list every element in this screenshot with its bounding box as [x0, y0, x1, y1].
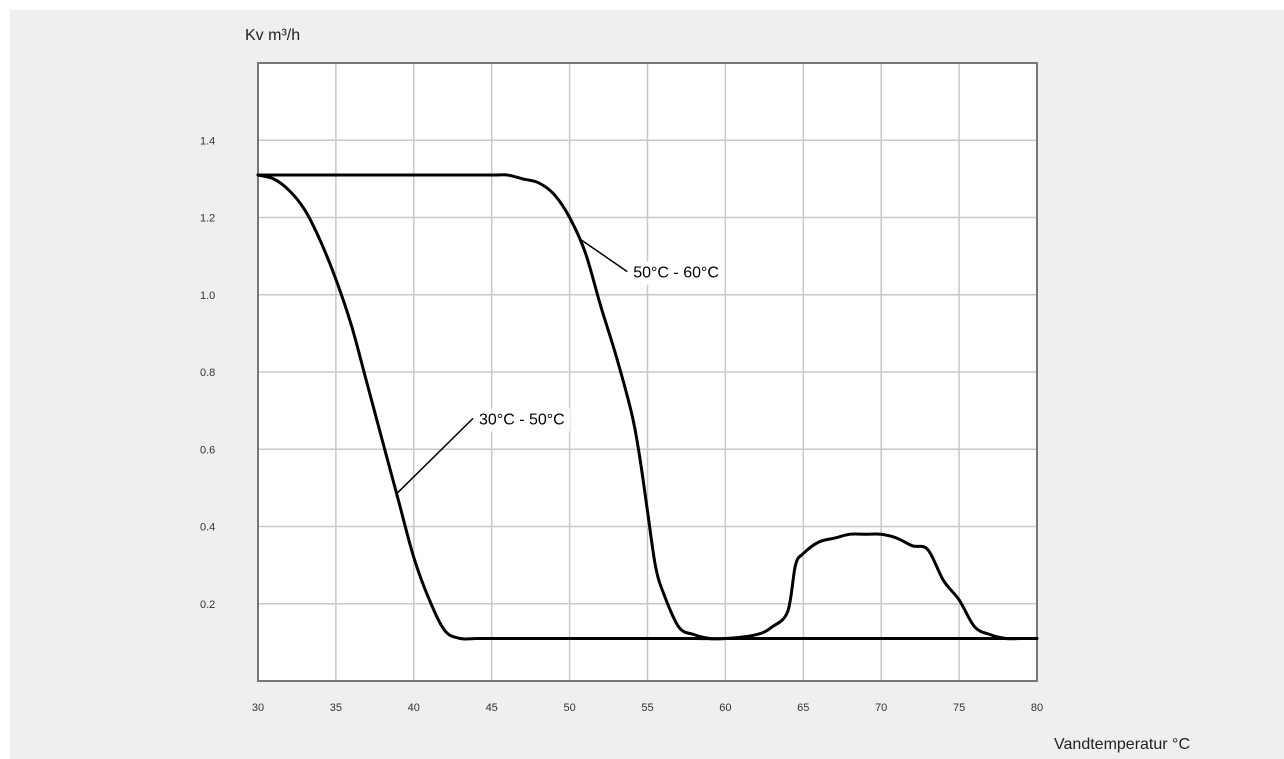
x-axis-title: Vandtemperatur °C — [1054, 736, 1190, 753]
y-tick-label: 0.6 — [200, 444, 215, 456]
x-tick-label: 30 — [252, 702, 264, 714]
series-layer — [256, 173, 1039, 641]
series-label-background — [628, 261, 724, 285]
y-axis: 0.2 0.4 0.6 0.8 1.0 1.2 1.4 — [200, 135, 215, 611]
y-tick-label: 0.2 — [200, 599, 215, 611]
x-axis: 30 35 40 45 50 55 60 65 70 75 80 — [252, 702, 1043, 714]
leader-line-1 — [396, 417, 474, 495]
x-tick-label: 45 — [486, 702, 498, 714]
y-tick-label: 0.4 — [200, 522, 215, 534]
x-tick-label: 75 — [953, 702, 965, 714]
y-axis-title: Kv m³/h — [245, 27, 300, 44]
series-label-background — [474, 408, 570, 432]
line-chart: 30 35 40 45 50 55 60 65 70 75 80 0.2 0.4 0.6 0.8 1.0 1.… — [200, 27, 1190, 753]
series-label-1: 30°C - 50°C — [479, 411, 565, 428]
y-tick-label: 1.4 — [200, 135, 215, 147]
y-tick-label: 1.2 — [200, 213, 215, 225]
x-tick-label: 70 — [875, 702, 887, 714]
plot-frame — [257, 62, 1038, 682]
leader-line-2 — [578, 237, 628, 273]
series-line-2 — [256, 173, 1039, 641]
x-tick-label: 65 — [797, 702, 809, 714]
x-tick-label: 40 — [408, 702, 420, 714]
series-label-2: 50°C - 60°C — [633, 265, 719, 282]
x-tick-label: 50 — [563, 702, 575, 714]
x-tick-label: 60 — [719, 702, 731, 714]
annotations-layer: 30°C - 50°C 50°C - 60°C — [396, 237, 724, 495]
y-tick-label: 1.0 — [200, 290, 215, 302]
chart-figure: 30 35 40 45 50 55 60 65 70 75 80 0.2 0.4 0.6 0.8 1.0 1.… — [10, 10, 1284, 759]
x-tick-label: 35 — [330, 702, 342, 714]
x-tick-label: 55 — [641, 702, 653, 714]
grid — [258, 63, 1037, 681]
x-tick-label: 80 — [1031, 702, 1043, 714]
y-tick-label: 0.8 — [200, 367, 215, 379]
